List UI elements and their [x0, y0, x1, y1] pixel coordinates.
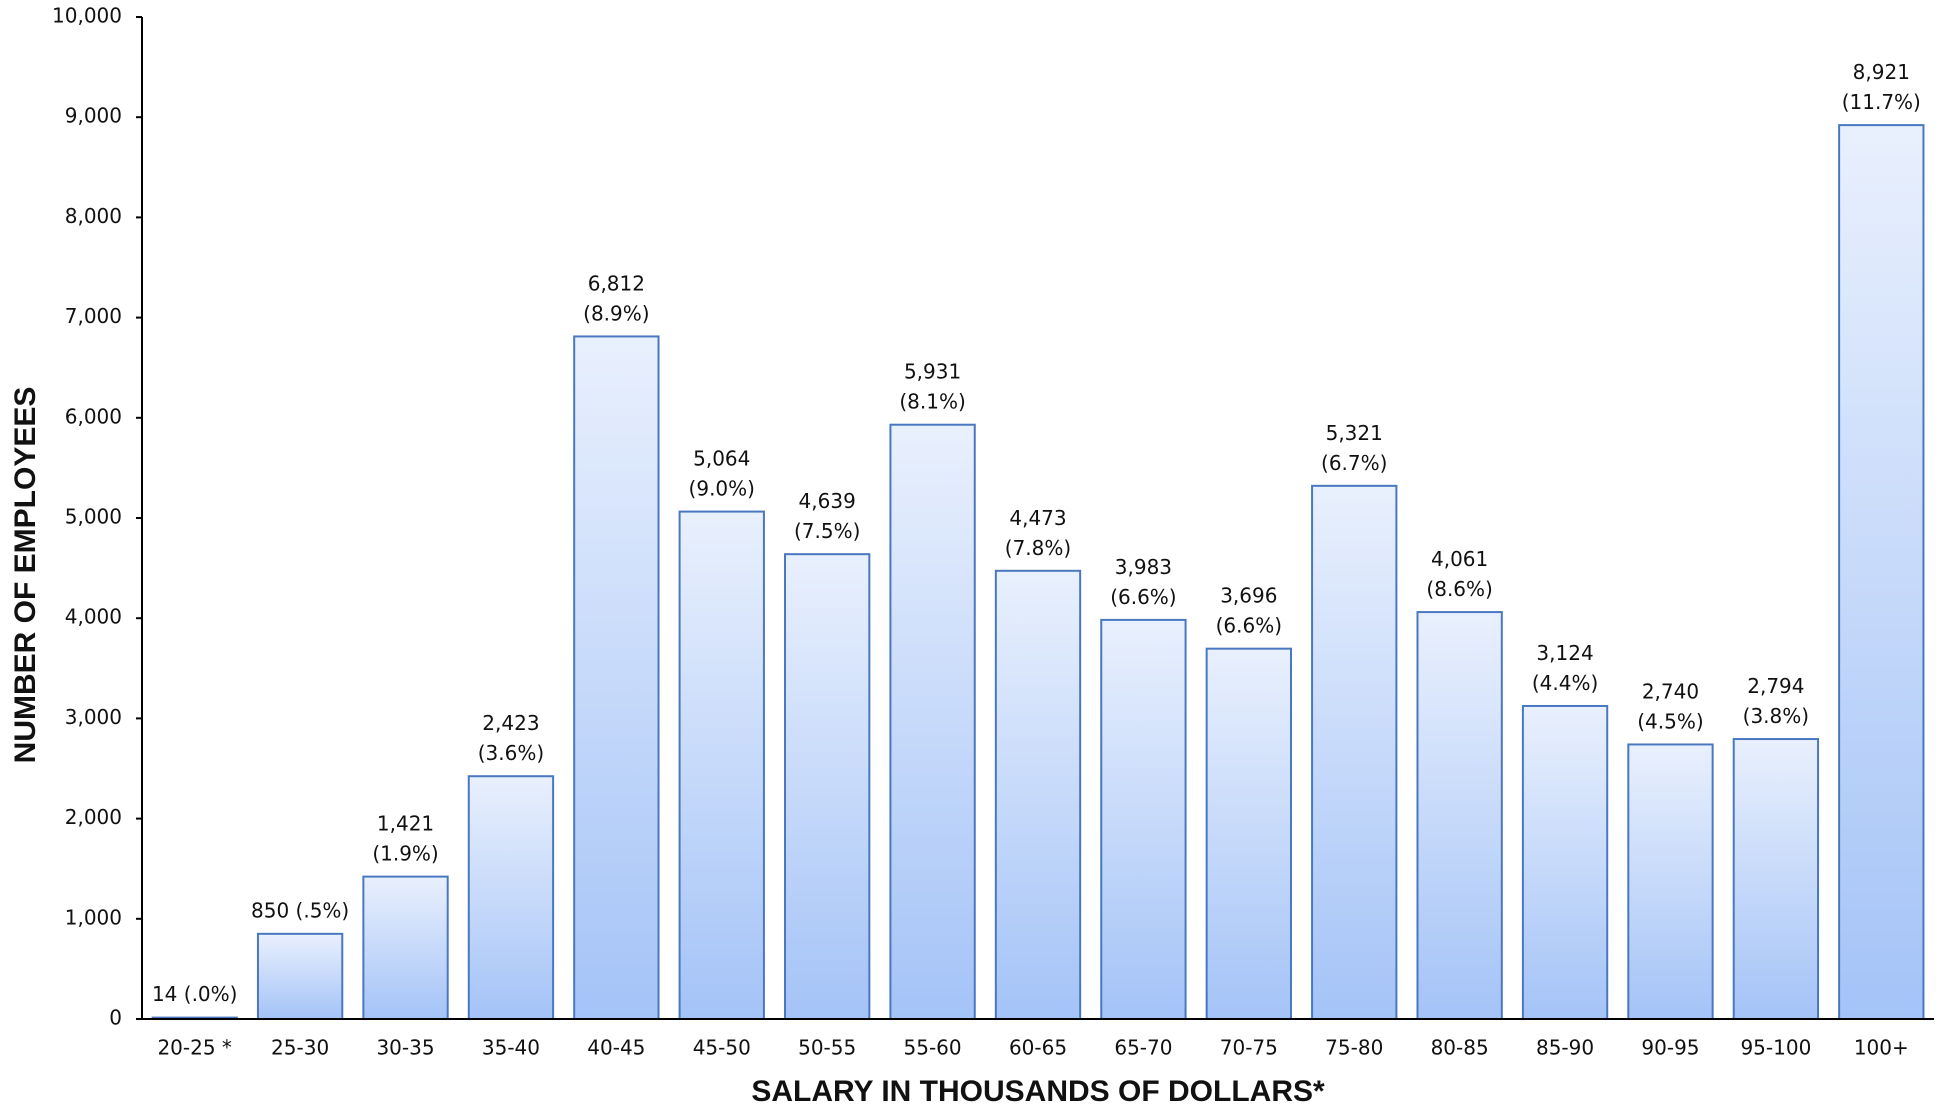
bar — [1311, 484, 1398, 1020]
data-label-line: (7.5%) — [794, 519, 860, 543]
bar — [573, 335, 660, 1020]
x-tick-label: 80-85 — [1431, 1036, 1489, 1060]
data-label-line: 2,794 — [1747, 674, 1804, 698]
bar — [1205, 647, 1292, 1021]
data-label-line: 4,061 — [1431, 547, 1488, 571]
data-label-line: 3,696 — [1220, 583, 1277, 607]
x-tick-label: 20-25 * — [157, 1036, 231, 1060]
data-label-line: (8.9%) — [583, 301, 649, 325]
x-axis-title: SALARY IN THOUSANDS OF DOLLARS* — [751, 1075, 1325, 1108]
data-label: 2,423 (3.6%) — [478, 711, 544, 765]
data-label: 2,794 (3.8%) — [1743, 674, 1809, 728]
x-tick-label: 90-95 — [1641, 1036, 1699, 1060]
x-tick-label: 85-90 — [1536, 1036, 1594, 1060]
x-tick-label: 55-60 — [904, 1036, 962, 1060]
data-label-line: 4,639 — [799, 489, 856, 513]
y-tick-label: 6,000 — [65, 404, 122, 428]
data-label: 850 (.5%) — [251, 898, 349, 922]
y-tick-label: 7,000 — [65, 304, 122, 328]
data-label: 4,061 (8.6%) — [1426, 547, 1492, 601]
x-tick-label: 60-65 — [1009, 1036, 1067, 1060]
data-label-line: (6.7%) — [1321, 450, 1387, 474]
data-label-line: 1,421 — [377, 811, 434, 835]
bar — [784, 553, 871, 1020]
bar — [1627, 743, 1714, 1021]
y-tick-label: 2,000 — [65, 805, 122, 829]
data-label: 4,473 (7.8%) — [1005, 505, 1071, 559]
bar — [362, 875, 449, 1020]
y-tick-label: 3,000 — [65, 705, 122, 729]
x-tick-label: 35-40 — [482, 1036, 540, 1060]
data-label-line: 3,983 — [1115, 554, 1172, 578]
data-label-line: 2,423 — [482, 711, 539, 735]
data-label: 3,124 (4.4%) — [1532, 640, 1598, 694]
data-label: 3,696 (6.6%) — [1216, 583, 1282, 637]
data-label-line: (4.5%) — [1637, 709, 1703, 733]
data-label-line: 8,921 — [1853, 60, 1910, 84]
data-label: 6,812 (8.9%) — [583, 271, 649, 325]
bar — [1521, 704, 1609, 1021]
data-label-line: 4,473 — [1009, 505, 1066, 529]
data-label-line: (6.6%) — [1110, 584, 1176, 608]
data-label: 5,064 (9.0%) — [689, 446, 755, 500]
data-label-line: (9.0%) — [689, 476, 755, 500]
bar — [467, 775, 555, 1020]
bar — [889, 423, 976, 1020]
bar — [994, 569, 1082, 1021]
data-label: 1,421 (1.9%) — [372, 811, 438, 865]
data-label-line: (3.6%) — [478, 741, 544, 765]
data-label-line: (8.6%) — [1426, 577, 1492, 601]
bar — [256, 932, 344, 1021]
x-tick-label: 75-80 — [1325, 1036, 1383, 1060]
data-label-line: (11.7%) — [1842, 90, 1921, 114]
y-tick-label: 8,000 — [65, 204, 122, 228]
data-label-line: 2,740 — [1642, 679, 1699, 703]
bar — [1100, 618, 1187, 1020]
data-label-line: 6,812 — [588, 271, 645, 295]
x-tick-label: 70-75 — [1220, 1036, 1278, 1060]
y-tick-label: 9,000 — [65, 104, 122, 128]
x-tick-label: 45-50 — [693, 1036, 751, 1060]
bar — [678, 510, 765, 1020]
data-label-line: 5,321 — [1326, 420, 1383, 444]
y-axis-title: NUMBER OF EMPLOYEES — [9, 387, 42, 764]
y-tick-label: 4,000 — [65, 605, 122, 629]
data-label-line: 5,064 — [693, 446, 750, 470]
data-label-line: (3.8%) — [1743, 704, 1809, 728]
data-label-line: (8.1%) — [899, 389, 965, 413]
data-label: 4,639 (7.5%) — [794, 489, 860, 543]
data-label: 14 (.0%) — [152, 982, 238, 1006]
x-tick-label: 25-30 — [271, 1036, 329, 1060]
data-label: 8,921 (11.7%) — [1842, 60, 1921, 114]
data-label: 5,931 (8.1%) — [899, 359, 965, 413]
data-label: 3,983 (6.6%) — [1110, 554, 1176, 608]
y-tick-label: 0 — [109, 1006, 122, 1030]
x-tick-label: 65-70 — [1114, 1036, 1172, 1060]
data-label-line: (4.4%) — [1532, 670, 1598, 694]
data-label-line: 3,124 — [1536, 640, 1593, 664]
bar — [1416, 611, 1503, 1021]
x-tick-label: 100+ — [1854, 1036, 1909, 1060]
x-tick-label: 30-35 — [376, 1036, 434, 1060]
y-tick-label: 5,000 — [65, 505, 122, 529]
data-label: 5,321 (6.7%) — [1321, 420, 1387, 474]
bar — [1732, 738, 1820, 1020]
bar — [1838, 124, 1925, 1021]
y-tick-label: 10,000 — [52, 4, 122, 28]
data-label-line: (6.6%) — [1216, 613, 1282, 637]
data-label-line: (7.8%) — [1005, 535, 1071, 559]
data-label-line: (1.9%) — [372, 841, 438, 865]
x-tick-label: 95-100 — [1740, 1036, 1811, 1060]
x-tick-label: 50-55 — [798, 1036, 856, 1060]
data-label-line: 5,931 — [904, 359, 961, 383]
y-tick-label: 1,000 — [65, 905, 122, 929]
x-tick-label: 40-45 — [587, 1036, 645, 1060]
data-label: 2,740 (4.5%) — [1637, 679, 1703, 733]
